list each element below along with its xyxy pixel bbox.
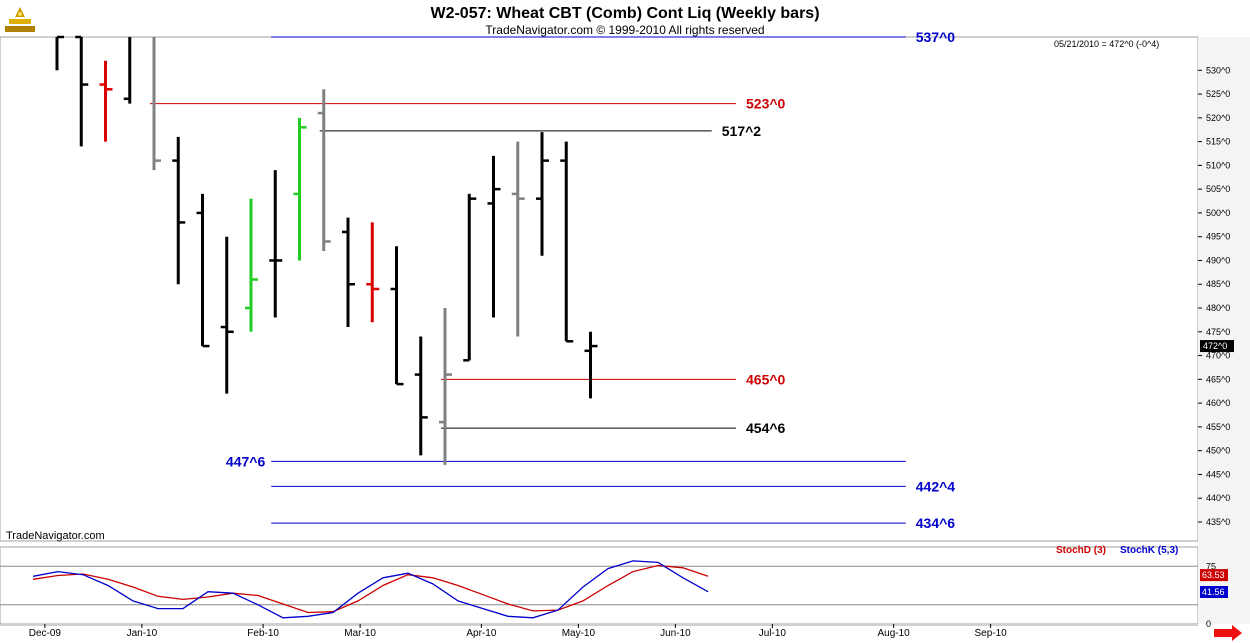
ohlc-bar [560,141,574,343]
stoch-last-value: 41.56 [1202,587,1225,597]
y-tick-label: 440^0 [1206,493,1230,503]
y-tick-label: 435^0 [1206,517,1230,527]
stoch-series-line [32,560,709,619]
ohlc-bar [269,170,283,318]
level-label: 465^0 [746,371,786,387]
stoch-tick-label: 0 [1206,619,1211,629]
y-tick-label: 465^0 [1206,374,1230,384]
level-label: 454^6 [746,420,786,436]
ohlc-bar [439,308,452,465]
y-tick-label: 460^0 [1206,398,1230,408]
level-label: 517^2 [722,123,762,139]
ohlc-bar [317,89,331,251]
watermark-text: TradeNavigator.com [6,530,105,542]
ohlc-bar [390,246,404,386]
x-tick-label: Dec-09 [29,628,62,639]
stoch-tick-label: 75 [1206,561,1216,571]
last-price-readout: 05/21/2010 = 472^0 (-0^4) [1054,39,1159,49]
ohlc-bar [152,37,161,171]
x-tick-label: May-10 [562,628,596,639]
y-tick-label: 450^0 [1206,446,1230,456]
x-tick-label: Apr-10 [466,628,496,639]
x-tick-label: Jul-10 [759,628,787,639]
level-label: 447^6 [226,453,266,469]
ohlc-bar [99,60,113,142]
y-tick-label: 470^0 [1206,351,1230,361]
y-tick-label: 525^0 [1206,89,1230,99]
ohlc-bar [123,37,132,104]
scroll-right-arrow-icon[interactable] [1214,625,1242,641]
y-tick-label: 515^0 [1206,137,1230,147]
ohlc-bar [414,336,428,456]
ohlc-bar [220,236,234,394]
stoch-legend-item: StochD (3) [1056,545,1106,556]
x-tick-label: Jun-10 [660,628,691,639]
level-label: 537^0 [916,29,956,45]
ohlc-bar [511,141,525,337]
y-tick-label: 480^0 [1206,303,1230,313]
chart-subtitle: TradeNavigator.com © 1999-2010 All right… [485,23,765,37]
y-tick-label: 485^0 [1206,279,1230,289]
x-tick-label: Sep-10 [975,628,1008,639]
ohlc-bar [196,193,210,348]
level-label: 434^6 [916,515,956,531]
x-tick-label: Feb-10 [247,628,279,639]
last-price-tag-text: 472^0 [1203,341,1227,351]
ohlc-bar [172,136,186,285]
y-tick-label: 445^0 [1206,469,1230,479]
y-tick-label: 505^0 [1206,184,1230,194]
last-price-tag: 472^0 [1200,340,1234,353]
ohlc-bar [366,222,380,323]
x-tick-label: Aug-10 [878,628,911,639]
stoch-legend-item: StochK (5,3) [1120,545,1178,556]
ohlc-bar [245,198,258,332]
y-tick-label: 495^0 [1206,232,1230,242]
y-tick-label: 490^0 [1206,255,1230,265]
level-label: 523^0 [746,96,786,112]
ohlc-bar [536,132,549,256]
ohlc-bar [55,35,64,71]
x-tick-label: Mar-10 [344,628,376,639]
y-tick-label: 520^0 [1206,113,1230,123]
ohlc-bar [463,193,477,362]
y-tick-label: 500^0 [1206,208,1230,218]
ohlc-bar [487,155,501,318]
chart-title: W2-057: Wheat CBT (Comb) Cont Liq (Weekl… [430,5,820,22]
y-tick-label: 530^0 [1206,65,1230,75]
stoch-series-line [32,564,709,614]
x-tick-label: Jan-10 [127,628,158,639]
ohlc-bar [342,217,355,328]
y-tick-label: 455^0 [1206,422,1230,432]
ohlc-bar [293,117,307,261]
y-tick-label: 510^0 [1206,160,1230,170]
trade-navigator-logo-icon [3,5,37,35]
ohlc-bar [75,35,89,147]
y-tick-label: 475^0 [1206,327,1230,337]
ohlc-bar [584,331,598,399]
stoch-last-value: 63.53 [1202,570,1225,580]
level-label: 442^4 [916,478,956,494]
